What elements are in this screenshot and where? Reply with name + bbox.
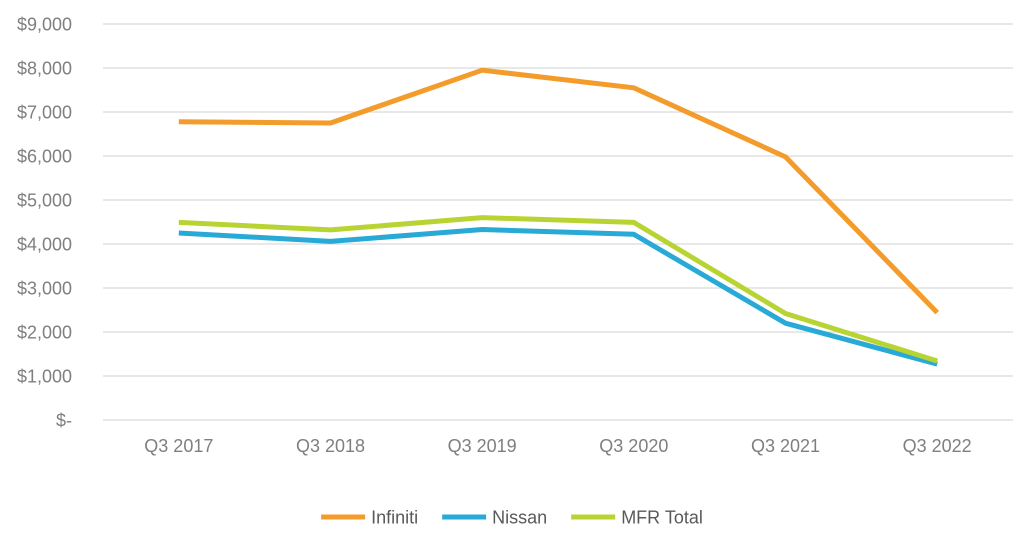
x-tick-label: Q3 2022 [903,436,972,456]
x-tick-label: Q3 2019 [448,436,517,456]
y-tick-label: $3,000 [17,279,72,299]
y-tick-label: $7,000 [17,103,72,123]
series-line-nissan [178,227,938,367]
y-tick-label: $4,000 [17,235,72,255]
y-tick-label: $2,000 [17,323,72,343]
x-tick-label: Q3 2021 [751,436,820,456]
x-tick-label: Q3 2020 [599,436,668,456]
y-tick-label: $9,000 [17,15,72,35]
y-axis-ticks: $- $1,000 $2,000 $3,000 $4,000 $5,000 $6,000 $7… [17,15,72,431]
legend-label-infiniti: Infiniti [371,508,418,528]
x-axis-ticks: Q3 2017 Q3 2018 Q3 2019 Q3 2020 Q3 2021 Q3 20… [144,436,971,456]
y-tick-label: $- [56,411,72,431]
x-tick-label: Q3 2017 [144,436,213,456]
legend: Infiniti Nissan MFR Total [321,508,703,528]
y-tick-label: $5,000 [17,191,72,211]
y-tick-label: $6,000 [17,147,72,167]
x-tick-label: Q3 2018 [296,436,365,456]
series-line-mfr-total [178,215,938,364]
y-tick-label: $1,000 [17,367,72,387]
legend-label-nissan: Nissan [492,508,547,528]
series-line-infiniti [178,67,939,315]
gridlines [103,23,1013,421]
series-lines [178,67,939,367]
legend-label-mfr-total: MFR Total [621,508,703,528]
y-tick-label: $8,000 [17,59,72,79]
